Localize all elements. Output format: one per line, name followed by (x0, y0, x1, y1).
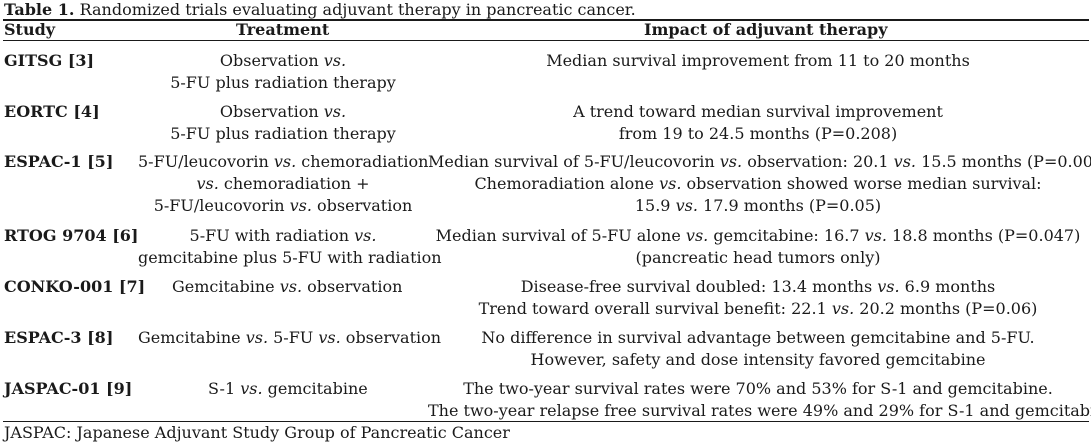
impact-cell: Disease-free survival doubled: 13.4 mont… (428, 276, 1088, 320)
table-footnote: JASPAC: Japanese Adjuvant Study Group of… (4, 423, 510, 442)
bottom-rule (3, 421, 1089, 422)
impact-line: Chemoradiation alone vs. observation sho… (474, 174, 1042, 193)
treatment-line: 5-FU with radiation vs. (189, 226, 377, 245)
impact-cell: Median survival of 5-FU alone vs. gemcit… (428, 225, 1088, 269)
header-study: Study (4, 20, 56, 39)
treatment-line: Gemcitabine vs. observation (172, 277, 403, 296)
header-impact: Impact of adjuvant therapy (644, 20, 888, 39)
treatment-line: Observation vs. (219, 102, 347, 121)
treatment-line: vs. chemoradiation + (196, 174, 370, 193)
impact-line: Trend toward overall survival benefit: 2… (478, 299, 1038, 318)
top-rule (3, 19, 1089, 21)
impact-line: Disease-free survival doubled: 13.4 mont… (520, 277, 996, 296)
header-treatment: Treatment (236, 20, 330, 39)
impact-line: 15.9 vs. 17.9 months (P=0.05) (634, 196, 882, 215)
treatment-cell: Gemcitabine vs. observation (172, 276, 432, 298)
impact-cell: No difference in survival advantage betw… (428, 327, 1088, 371)
study-cell: ESPAC-1 [5] (4, 152, 114, 171)
study-cell: JASPAC-01 [9] (4, 379, 133, 398)
impact-cell: A trend toward median survival improveme… (428, 101, 1088, 145)
treatment-line: S-1 vs. gemcitabine (208, 379, 368, 398)
table-caption-text: Randomized trials evaluating adjuvant th… (79, 0, 636, 19)
treatment-cell: Observation vs. 5-FU plus radiation ther… (138, 50, 428, 94)
impact-line: The two-year relapse free survival rates… (428, 401, 1091, 420)
study-cell: RTOG 9704 [6] (4, 226, 139, 245)
study-cell: GITSG [3] (4, 51, 95, 70)
treatment-cell: 5-FU with radiation vs. gemcitabine plus… (138, 225, 442, 269)
impact-line: Median survival of 5-FU alone vs. gemcit… (435, 226, 1081, 245)
treatment-line: gemcitabine plus 5-FU with radiation (138, 248, 442, 267)
treatment-line: 5-FU plus radiation therapy (170, 124, 396, 143)
study-cell: ESPAC-3 [8] (4, 328, 114, 347)
table-caption: Table 1. Randomized trials evaluating ad… (4, 0, 636, 20)
impact-line: A trend toward median survival improveme… (573, 102, 943, 121)
impact-cell: The two-year survival rates were 70% and… (428, 378, 1091, 422)
impact-line: from 19 to 24.5 months (P=0.208) (618, 124, 898, 143)
treatment-line: 5-FU/leucovorin vs. observation (153, 196, 413, 215)
impact-line: However, safety and dose intensity favor… (530, 350, 986, 369)
impact-line: Median survival improvement from 11 to 2… (546, 51, 970, 70)
treatment-cell: 5-FU/leucovorin vs. chemoradiation vs. c… (138, 151, 428, 217)
treatment-line: Observation vs. (219, 51, 347, 70)
header-rule (3, 40, 1089, 41)
impact-line: Median survival of 5-FU/leucovorin vs. o… (428, 152, 1091, 171)
treatment-cell: S-1 vs. gemcitabine (208, 378, 468, 400)
impact-line: No difference in survival advantage betw… (481, 328, 1035, 347)
impact-line: The two-year survival rates were 70% and… (463, 379, 1053, 398)
treatment-cell: Observation vs. 5-FU plus radiation ther… (138, 101, 428, 145)
treatment-line: 5-FU plus radiation therapy (170, 73, 396, 92)
impact-cell: Median survival of 5-FU/leucovorin vs. o… (428, 151, 1091, 217)
study-cell: CONKO-001 [7] (4, 277, 146, 296)
treatment-line: 5-FU/leucovorin vs. chemoradiation (138, 152, 429, 171)
treatment-cell: Gemcitabine vs. 5-FU vs. observation (138, 327, 442, 349)
treatment-line: Gemcitabine vs. 5-FU vs. observation (138, 328, 442, 347)
impact-cell: Median survival improvement from 11 to 2… (428, 50, 1088, 72)
table-caption-label: Table 1. (4, 0, 75, 19)
study-cell: EORTC [4] (4, 102, 100, 121)
impact-line: (pancreatic head tumors only) (635, 248, 881, 267)
